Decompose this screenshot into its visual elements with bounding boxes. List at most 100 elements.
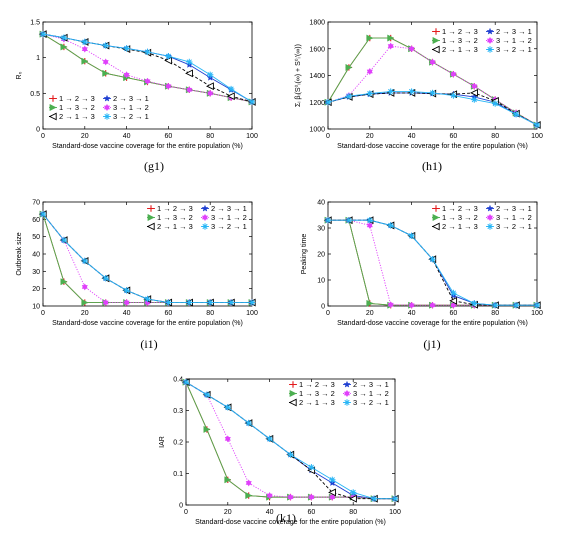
y-tick-label: 20 — [317, 252, 325, 259]
data-point — [207, 299, 214, 306]
legend-marker — [431, 45, 440, 54]
x-tick-label: 60 — [165, 310, 173, 317]
legend-marker — [201, 223, 209, 230]
legend-marker — [343, 389, 351, 398]
legend-label: 2 → 1 → 3 — [442, 45, 478, 54]
data-point — [533, 302, 541, 309]
y-tick-label: 1.5 — [30, 20, 40, 27]
legend-label: 1 → 2 → 3 — [299, 380, 335, 389]
data-point — [391, 495, 399, 502]
x-tick-label: 20 — [366, 133, 374, 140]
data-point — [387, 34, 395, 42]
data-point — [144, 77, 151, 85]
y-tick-label: 0.4 — [173, 377, 183, 384]
legend-label: 2 → 1 → 3 — [59, 112, 95, 121]
legend-marker — [432, 28, 440, 35]
panel-caption: (i1) — [140, 337, 157, 351]
legend-label: 2 → 3 → 1 — [353, 380, 389, 389]
y-tick-label: 10 — [32, 304, 40, 311]
series-line — [327, 45, 538, 126]
panel-caption: (h1) — [422, 159, 442, 173]
legend: 1 → 2 → 3 2 → 3 → 1 1 → 3 → 2 3 → 1 → 2 2 → … — [431, 27, 532, 54]
legend-label: 2 → 1 → 3 — [157, 222, 193, 231]
legend-label: 2 → 1 → 3 — [299, 398, 335, 407]
panel-j1: 0 20 40 60 80 100 0 10 20 30 40 Standard-dose vacci… — [301, 200, 543, 352]
data-point — [226, 92, 235, 101]
data-point — [123, 45, 130, 52]
legend-label: 1 → 3 → 2 — [299, 389, 335, 398]
legend-label: 1 → 3 → 2 — [157, 213, 193, 222]
data-point — [224, 435, 231, 443]
data-point — [102, 275, 109, 282]
data-point — [102, 58, 109, 66]
data-point — [102, 69, 110, 77]
series-6 — [324, 217, 541, 309]
data-point — [366, 34, 374, 42]
legend-label: 3 → 1 → 2 — [496, 213, 532, 222]
data-point — [224, 404, 231, 411]
data-point — [429, 89, 436, 97]
data-point — [185, 69, 193, 78]
data-point — [165, 82, 172, 90]
x-tick-label: 40 — [266, 509, 274, 516]
legend-marker — [431, 222, 440, 231]
legend: 1 → 2 → 3 2 → 3 → 1 1 → 3 → 2 3 → 1 → 2 2 → … — [146, 204, 247, 231]
x-tick-label: 60 — [165, 133, 173, 140]
series-6 — [39, 30, 256, 106]
legend-label: 3 → 1 → 2 — [211, 213, 247, 222]
x-axis-label: Standard-dose vaccine coverage for the e… — [52, 320, 243, 327]
data-point — [207, 89, 214, 97]
legend-label: 3 → 1 → 2 — [496, 36, 532, 45]
data-point — [429, 301, 436, 309]
y-tick-label: 0 — [36, 127, 40, 134]
data-point — [245, 479, 252, 487]
legend-marker — [146, 222, 155, 231]
data-point — [81, 299, 89, 307]
panel-h1: 0 20 40 60 80 100 1000 1200 1400 1600 1800 Standard… — [294, 20, 543, 174]
data-point — [39, 210, 47, 218]
y-axis-label: R₀ — [16, 71, 23, 79]
legend-marker — [486, 223, 494, 230]
data-point — [429, 256, 436, 263]
y-tick-label: 60 — [32, 217, 40, 224]
series-line — [42, 33, 253, 103]
data-point — [450, 301, 457, 309]
data-point — [60, 34, 68, 41]
legend-marker — [486, 36, 494, 45]
data-point — [182, 378, 190, 386]
x-axis-label: Standard-dose vaccine coverage for the e… — [195, 519, 386, 526]
data-point — [408, 301, 415, 309]
y-tick-label: 0.5 — [30, 91, 40, 98]
plot-frame — [42, 21, 253, 130]
x-tick-label: 20 — [81, 310, 89, 317]
legend-label: 1 → 3 → 2 — [442, 36, 478, 45]
y-tick-label: 0 — [179, 503, 183, 510]
y-tick-label: 0.2 — [173, 440, 183, 447]
x-axis-label: Standard-dose vaccine coverage for the e… — [337, 143, 528, 150]
x-axis-label: Standard-dose vaccine coverage for the e… — [337, 320, 528, 327]
x-tick-label: 80 — [206, 133, 214, 140]
data-point — [308, 493, 315, 501]
legend-label: 3 → 2 → 1 — [113, 112, 149, 121]
panel-caption: (g1) — [144, 159, 164, 173]
legend-marker — [432, 205, 440, 212]
legend-label: 2 → 3 → 1 — [211, 204, 247, 213]
data-point — [429, 58, 436, 66]
data-point — [387, 88, 394, 95]
panel-caption: (k1) — [276, 511, 296, 525]
x-tick-label: 60 — [450, 310, 458, 317]
y-tick-label: 1600 — [309, 46, 325, 53]
data-point — [366, 90, 373, 97]
legend-label: 3 → 1 → 2 — [113, 103, 149, 112]
x-tick-label: 0 — [326, 133, 330, 140]
legend-marker — [49, 95, 57, 102]
data-point — [203, 391, 211, 398]
legend-marker — [103, 103, 111, 112]
data-point — [60, 236, 68, 244]
data-point — [186, 58, 193, 66]
legend-label: 1 → 2 → 3 — [157, 204, 193, 213]
data-point — [144, 295, 151, 303]
data-point — [387, 222, 394, 229]
data-point — [329, 476, 336, 483]
data-point — [186, 299, 193, 306]
